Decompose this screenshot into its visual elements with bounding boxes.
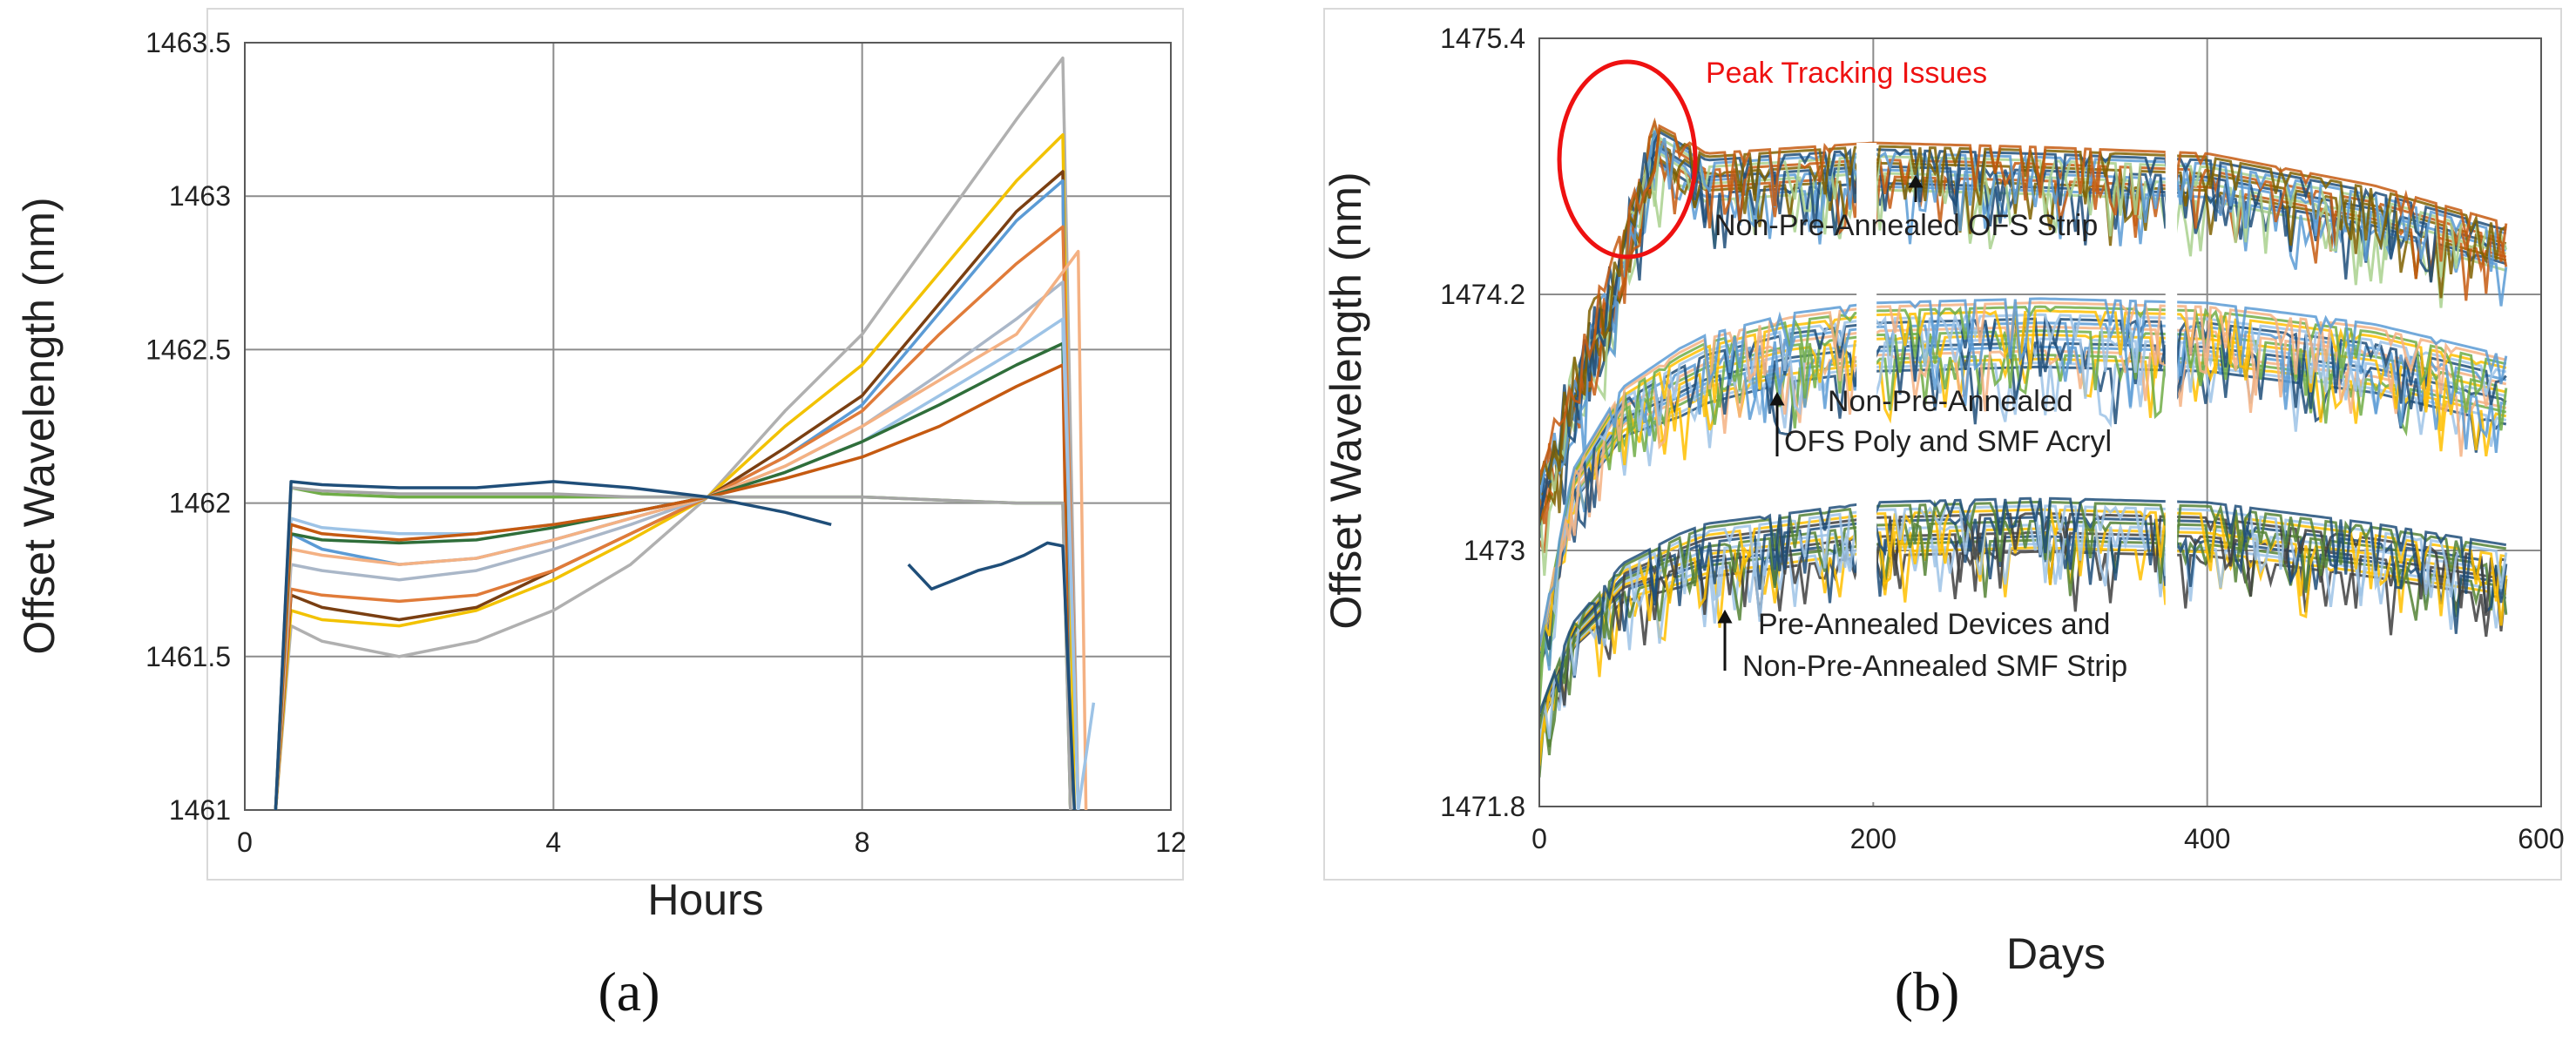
series-line-sensor-06 [274, 280, 1080, 810]
chart-b-plot-border [1538, 37, 2542, 807]
series-line-sensor-07 [274, 249, 1088, 810]
series-line-sensor-03 [274, 170, 1072, 810]
chart-a-ytick-label: 1461 [169, 794, 231, 826]
chart-a-x-ticks: 0 4 8 12 [237, 827, 1187, 858]
series-line-sensor-11 [274, 486, 1072, 810]
chart-a-ytick-label: 1461.5 [145, 641, 231, 672]
series-line-sensor-01 [274, 56, 1080, 810]
chart-b-ytick-label: 1473 [1464, 535, 1525, 566]
chart-a-y-ticks: 1461 1461.5 1462 1462.5 1463 1463.5 [145, 27, 231, 826]
chart-b: 1471.8 1473 1474.2 1475.4 0 200 400 600 Days O… [1322, 8, 2565, 1023]
chart-b-frame [1323, 8, 2562, 881]
chart-a-ylabel: Offset Wavelength (nm) [15, 197, 64, 654]
chart-a-panel-label: (a) [598, 961, 659, 1023]
annotation-ofs-poly-line1: Non-Pre-Annealed [1828, 385, 2073, 418]
chart-a-xtick-label: 0 [237, 827, 253, 858]
series-trace-non-pre-annealed-ofs-poly-and-smf-acryl [1539, 305, 2507, 680]
chart-b-ytick-label: 1475.4 [1440, 23, 1525, 54]
chart-a-xtick-label: 12 [1155, 827, 1187, 858]
chart-b-ytick-label: 1471.8 [1440, 791, 1525, 822]
series-line-sensor-12 [274, 486, 1072, 810]
chart-a-grid [244, 42, 1172, 811]
chart-a-xlabel: Hours [647, 875, 763, 924]
series-trace-pre-annealed-devices-and-non-pre-annealed-smf-strip [1539, 499, 2507, 729]
series-line-sensor-10 [274, 363, 1072, 810]
chart-b-series-group [1539, 117, 2508, 778]
chart-a-frame [206, 8, 1184, 881]
chart-a-series-group [274, 56, 1096, 810]
annotation-peak-tracking: Peak Tracking Issues [1706, 57, 1987, 90]
chart-b-panel-label: (b) [1895, 961, 1960, 1023]
annotation-ofs-poly-line2: OFS Poly and SMF Acryl [1784, 425, 2112, 458]
arrow-pre-annealed-head [1717, 609, 1733, 624]
series-line-sensor-09 [274, 341, 1072, 810]
chart-b-ylabel: Offset Wavelength (nm) [1322, 172, 1370, 629]
chart-b-xtick-label: 600 [2518, 823, 2564, 854]
arrow-ofs-strip-head [1908, 175, 1924, 188]
series-line-sensor-05 [274, 225, 1080, 810]
chart-b-data-gaps [1856, 143, 2178, 802]
series-line-sensor-15 [1061, 319, 1096, 810]
chart-b-x-ticks: 0 200 400 600 [1531, 823, 2565, 854]
data-gap [2165, 143, 2178, 802]
chart-b-xlabel: Days [2006, 929, 2106, 978]
chart-a-ytick-label: 1462 [169, 488, 231, 519]
chart-b-ytick-label: 1474.2 [1440, 279, 1525, 310]
peak-tracking-ellipse [1557, 59, 1698, 260]
annotation-pre-annealed-line2: Non-Pre-Annealed SMF Strip [1742, 650, 2127, 683]
chart-a-xtick-label: 4 [545, 827, 561, 858]
data-gap [1856, 143, 1877, 802]
chart-a-ytick-label: 1462.5 [145, 334, 231, 365]
series-trace-pre-annealed-devices-and-non-pre-annealed-smf-strip [1539, 496, 2507, 714]
chart-a-ytick-label: 1463 [169, 180, 231, 212]
series-trace-non-pre-annealed-ofs-strip [1539, 130, 2507, 517]
series-trace-non-pre-annealed-ofs-poly-and-smf-acryl [1539, 297, 2508, 647]
arrow-ofs-poly-head [1769, 391, 1785, 406]
series-line-sensor-14 [907, 541, 1077, 810]
series-trace-non-pre-annealed-ofs-strip [1539, 124, 2508, 477]
annotation-arrows [1717, 175, 1924, 671]
chart-a: 1461 1461.5 1462 1462.5 1463 1463.5 0 4 8 12 Hou… [15, 8, 1187, 1023]
chart-a-ytick-label: 1463.5 [145, 27, 231, 58]
series-line-sensor-13 [274, 480, 832, 810]
series-line-sensor-02 [274, 132, 1077, 810]
annotation-pre-annealed-line1: Pre-Annealed Devices and [1758, 608, 2110, 641]
chart-b-y-ticks: 1471.8 1473 1474.2 1475.4 [1440, 23, 1525, 822]
annotation-ofs-strip: Non-Pre-Annealed OFS Strip [1714, 209, 2098, 242]
chart-a-xtick-label: 8 [855, 827, 870, 858]
chart-b-xtick-label: 400 [2184, 823, 2230, 854]
chart-a-plot-border [244, 42, 1172, 811]
chart-b-xtick-label: 200 [1850, 823, 1897, 854]
chart-b-xtick-label: 0 [1531, 823, 1547, 854]
